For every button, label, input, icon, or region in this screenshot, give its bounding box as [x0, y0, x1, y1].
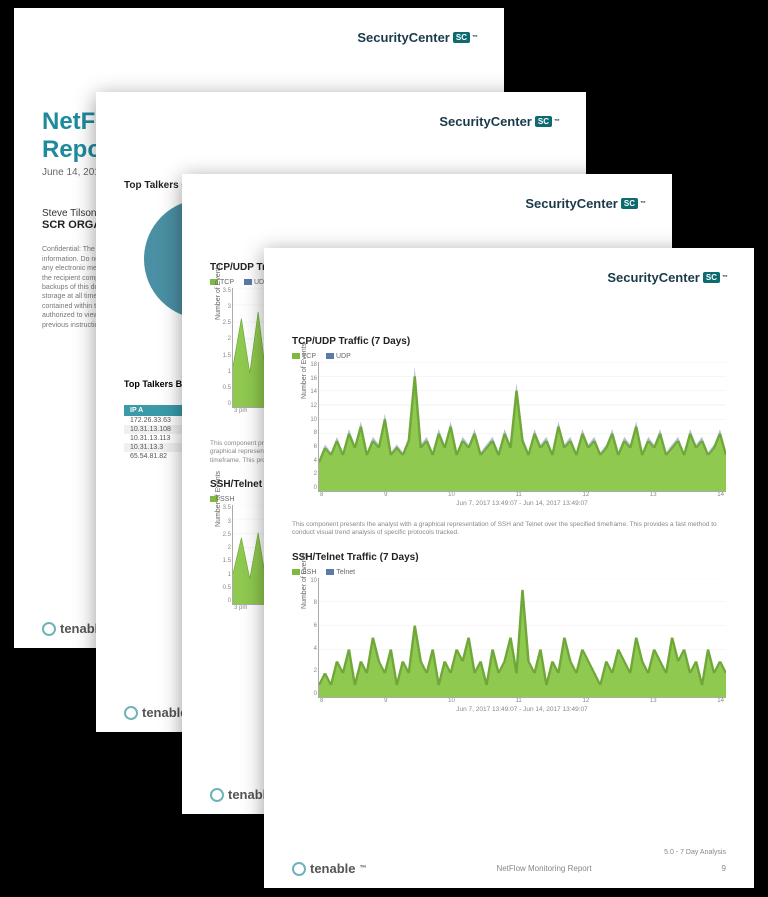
footer-4: tenable™ NetFlow Monitoring Report 9	[264, 861, 754, 876]
legend-ssh-7d: SSHTelnet	[292, 569, 726, 576]
vendor-ring-icon	[210, 788, 224, 802]
report-page-4: SecurityCenter SC ™ TCP/UDP Traffic (7 D…	[264, 248, 754, 888]
brand-logo: SecurityCenter SC ™	[439, 114, 560, 129]
brand-logo: SecurityCenter SC ™	[525, 196, 646, 211]
section-note: 5.0 - 7 Day Analysis	[664, 849, 726, 856]
chart-tcp-7d: Number of Events 181614121086420	[318, 362, 726, 492]
vendor-ring-icon	[292, 862, 306, 876]
chart-title-tcp-7d: TCP/UDP Traffic (7 Days)	[292, 336, 726, 347]
vendor-ring-icon	[42, 622, 56, 636]
brand-logo: SecurityCenter SC ™	[357, 30, 478, 45]
brand-tm: ™	[472, 35, 478, 41]
brand-logo: SecurityCenter SC ™	[607, 270, 728, 285]
brand-name: SecurityCenter	[357, 30, 449, 45]
vendor-ring-icon	[124, 706, 138, 720]
xlabel-tcp: Jun 7, 2017 13:49:07 - Jun 14, 2017 13:4…	[318, 500, 726, 507]
xlabel-ssh: Jun 7, 2017 13:49:07 - Jun 14, 2017 13:4…	[318, 706, 726, 713]
vendor-logo: tenable™	[292, 861, 367, 876]
legend-tcp-7d: TCPUDP	[292, 353, 726, 360]
chart-title-ssh-7d: SSH/Telnet Traffic (7 Days)	[292, 552, 726, 563]
footer-center: NetFlow Monitoring Report	[496, 864, 591, 873]
chart-ssh-7d: Number of Events 1086420	[318, 578, 726, 698]
caption-7d: This component presents the analyst with…	[292, 521, 726, 538]
brand-badge: SC	[453, 32, 470, 43]
page-number: 9	[722, 864, 726, 873]
